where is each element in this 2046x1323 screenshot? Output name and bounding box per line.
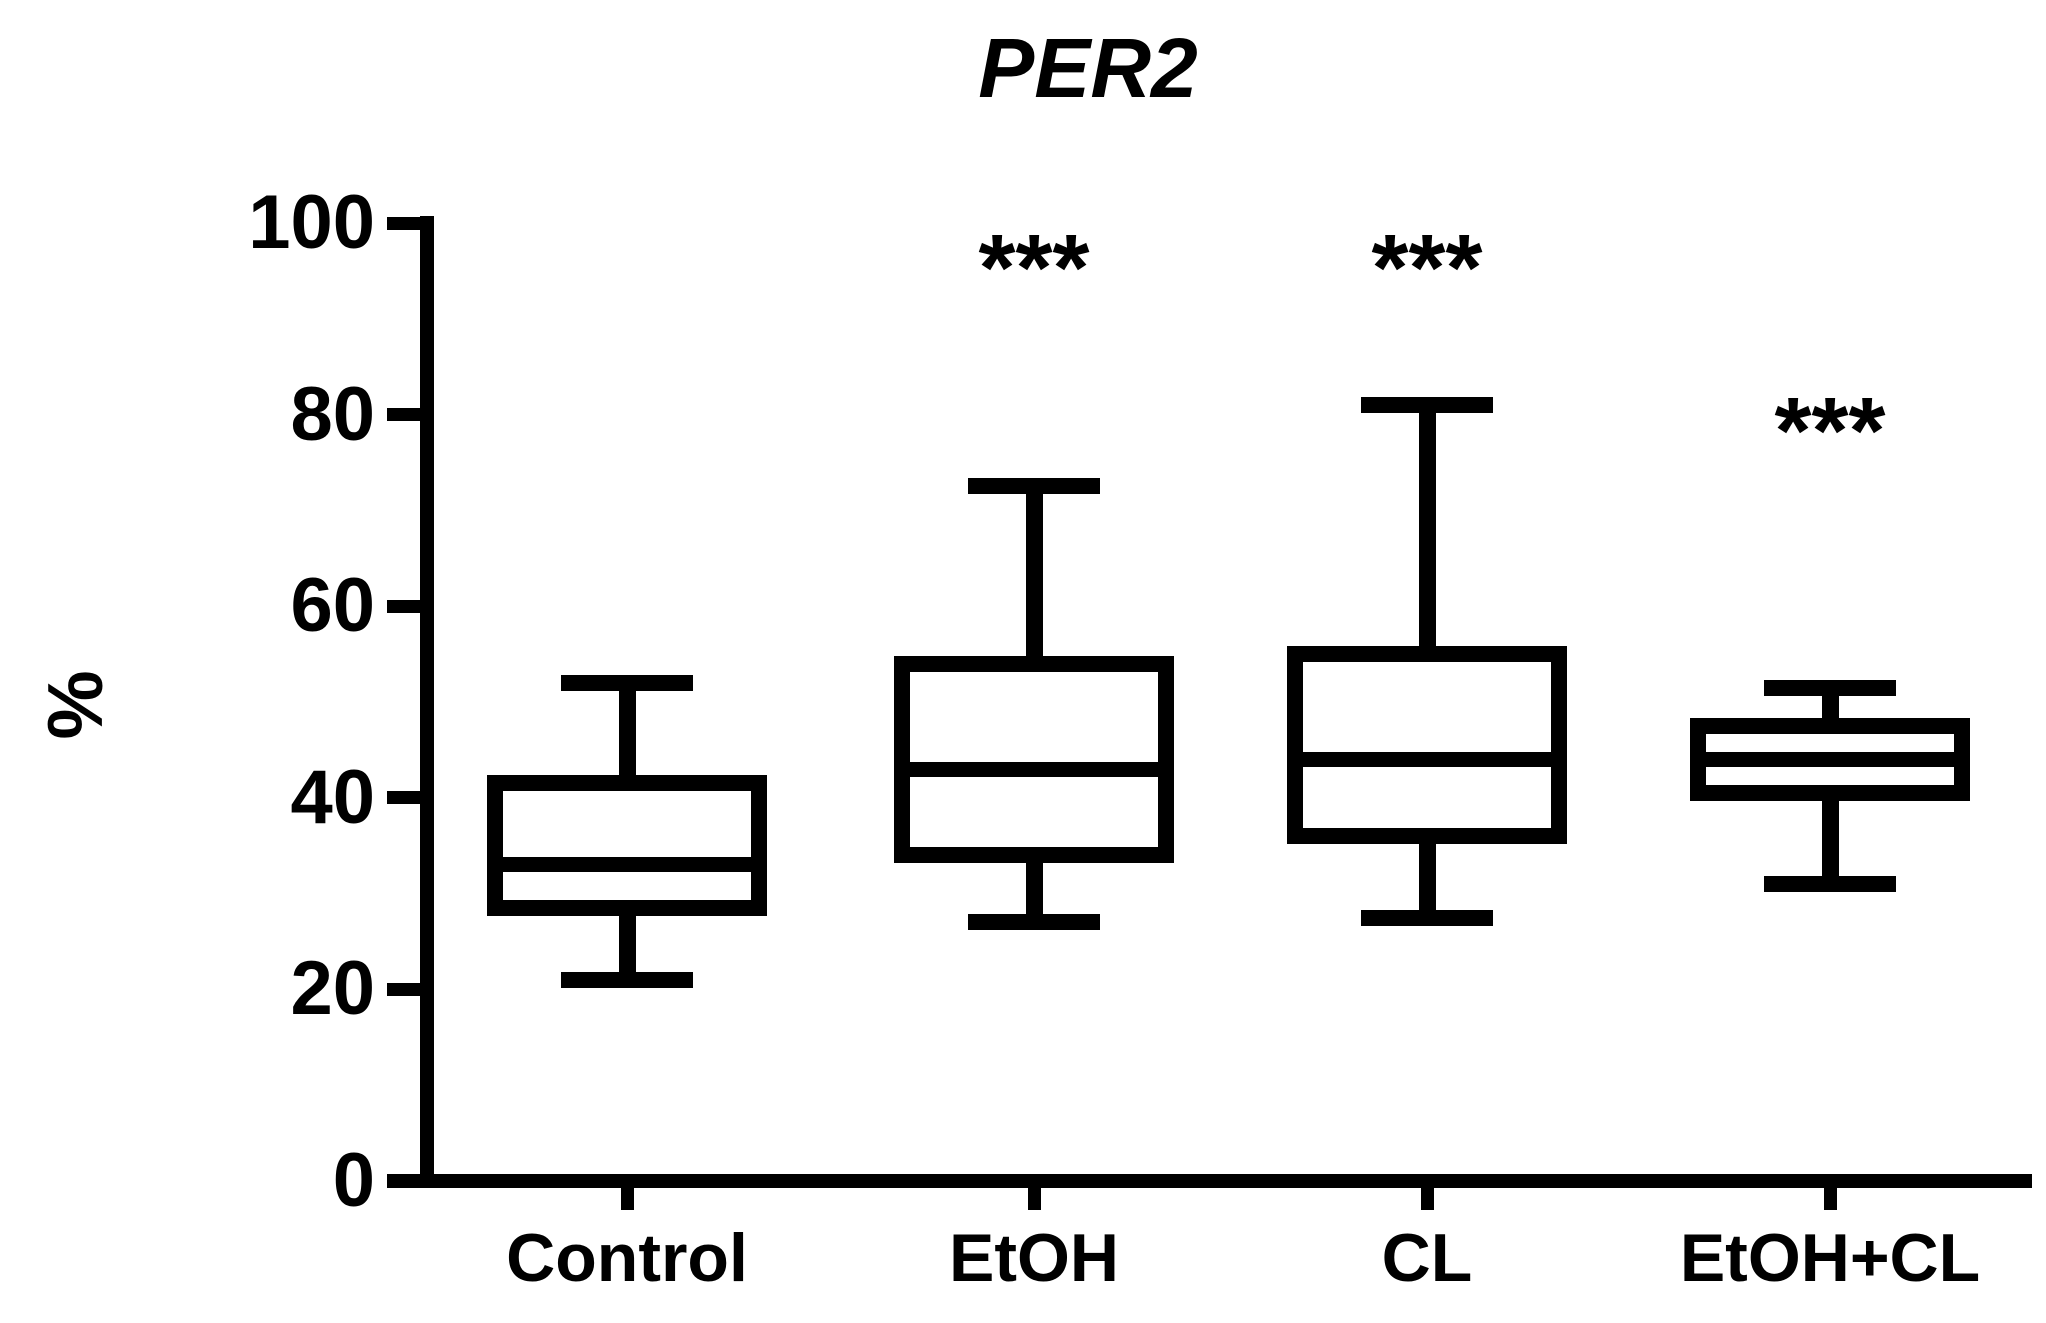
iqr-box-CL [1287,646,1567,845]
lower-whisker-stem-Control [618,907,636,980]
lower-whisker-cap-EtOH [968,914,1100,931]
x-axis-category-label: Control [506,1220,748,1296]
significance-marker-CL: *** [1371,215,1483,322]
y-tick-label: 40 [290,754,375,840]
x-axis-category-label: EtOH [949,1220,1119,1296]
chart-title: PER2 [978,21,1198,115]
median-line-EtOH+CL [1706,751,1954,767]
x-axis-category-label: CL [1381,1220,1473,1296]
x-tick [1027,1188,1041,1210]
lower-whisker-cap-CL [1361,909,1493,926]
median-line-CL [1303,751,1551,767]
upper-whisker-stem-CL [1418,405,1436,655]
upper-whisker-stem-EtOH+CL [1821,687,1839,726]
lower-whisker-stem-CL [1418,836,1436,918]
median-line-Control [503,857,751,873]
y-tick-label: 80 [290,371,375,457]
upper-whisker-cap-CL [1361,397,1493,414]
x-tick [1823,1188,1837,1210]
y-tick-label: 100 [248,180,375,265]
y-axis-label: % [31,670,119,740]
y-tick [387,216,420,230]
y-tick-label: 60 [290,563,375,649]
x-axis-line [387,1174,2032,1188]
y-tick [387,408,420,422]
upper-whisker-stem-Control [618,682,636,784]
y-tick [387,791,420,805]
iqr-box-Control [487,775,767,916]
iqr-box-EtOH+CL [1690,717,1970,801]
upper-whisker-stem-EtOH [1025,486,1043,664]
upper-whisker-cap-Control [561,674,693,691]
lower-whisker-cap-EtOH+CL [1764,876,1896,893]
y-tick-label: 0 [332,1138,375,1223]
median-line-EtOH [910,761,1158,777]
iqr-box-EtOH [894,655,1174,864]
significance-marker-EtOH+CL: *** [1774,378,1886,485]
upper-whisker-cap-EtOH+CL [1764,679,1896,696]
y-tick [387,982,420,996]
upper-whisker-cap-EtOH [968,478,1100,495]
x-axis-category-label: EtOH+CL [1679,1220,1981,1296]
y-tick-label: 20 [290,946,375,1032]
lower-whisker-cap-Control [561,971,693,988]
x-tick [620,1188,634,1210]
lower-whisker-stem-EtOH+CL [1821,793,1839,884]
x-tick [1420,1188,1434,1210]
significance-marker-EtOH: *** [978,215,1090,322]
y-axis-line [420,216,434,1188]
lower-whisker-stem-EtOH [1025,855,1043,923]
y-tick [387,599,420,613]
